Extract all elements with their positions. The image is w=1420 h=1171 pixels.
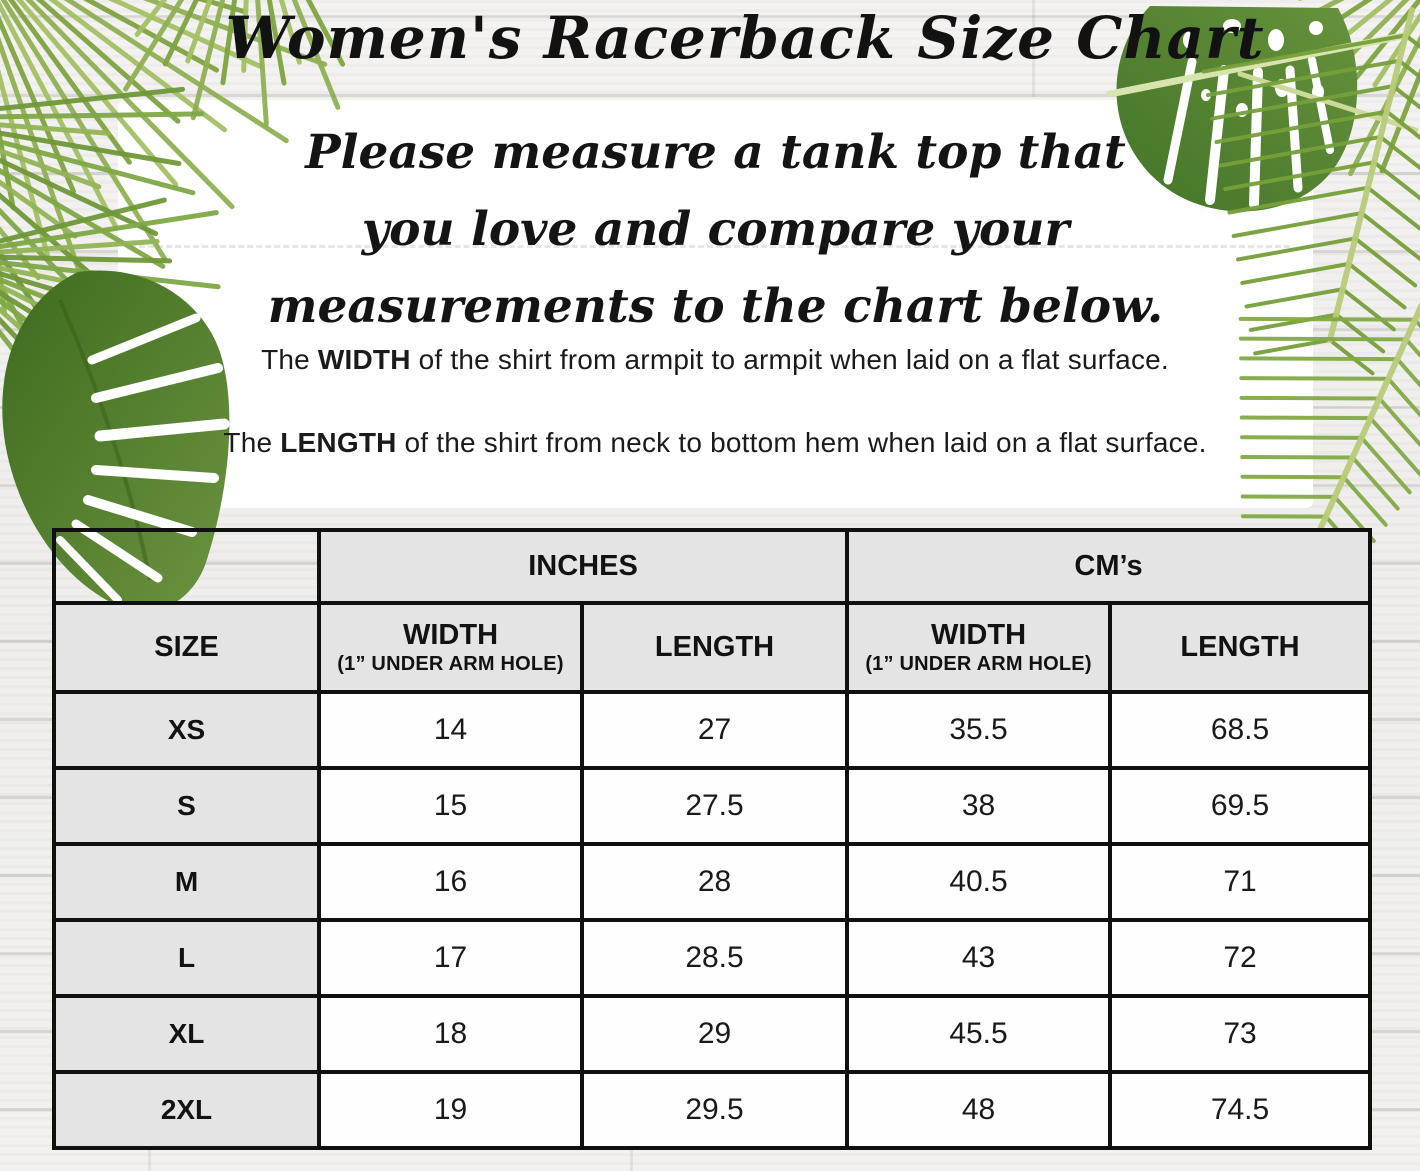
cm-width-value: 43 bbox=[845, 918, 1113, 998]
cm-width-value: 35.5 bbox=[845, 690, 1113, 770]
cm-length-value: 69.5 bbox=[1108, 766, 1373, 846]
table-row-l: L 17 28.5 43 72 bbox=[52, 918, 1373, 998]
cms-header: CM’s bbox=[845, 528, 1373, 605]
cm-width-value: 40.5 bbox=[845, 842, 1113, 922]
size-label: M bbox=[52, 842, 321, 922]
cm-length-value: 68.5 bbox=[1108, 690, 1373, 770]
instruction-suffix: of the shirt from neck to bottom hem whe… bbox=[396, 427, 1207, 458]
in-length-value: 29 bbox=[579, 994, 850, 1074]
in-width-value: 17 bbox=[317, 918, 584, 998]
in-length-value: 27.5 bbox=[579, 766, 850, 846]
cm-width-header: WIDTH (1” UNDER ARM HOLE) bbox=[845, 601, 1113, 694]
empty-corner-cell bbox=[52, 528, 321, 605]
instruction-suffix: of the shirt from armpit to armpit when … bbox=[410, 344, 1169, 375]
panel-seam-line bbox=[130, 245, 1290, 248]
width-sublabel: (1” UNDER ARM HOLE) bbox=[337, 653, 564, 675]
size-label: 2XL bbox=[52, 1070, 321, 1150]
column-header-row: SIZE WIDTH (1” UNDER ARM HOLE) LENGTH WI… bbox=[52, 601, 1373, 694]
in-length-value: 28.5 bbox=[579, 918, 850, 998]
cm-length-value: 71 bbox=[1108, 842, 1373, 922]
size-label: XS bbox=[52, 690, 321, 770]
cm-length-value: 73 bbox=[1108, 994, 1373, 1074]
cm-width-value: 38 bbox=[845, 766, 1113, 846]
in-width-value: 18 bbox=[317, 994, 584, 1074]
instruction-prefix: The bbox=[223, 427, 281, 458]
table-row-xl: XL 18 29 45.5 73 bbox=[52, 994, 1373, 1074]
inches-length-header: LENGTH bbox=[579, 601, 850, 694]
in-length-value: 28 bbox=[579, 842, 850, 922]
size-label: XL bbox=[52, 994, 321, 1074]
in-length-value: 27 bbox=[579, 690, 850, 770]
width-sublabel: (1” UNDER ARM HOLE) bbox=[865, 653, 1092, 675]
in-width-value: 14 bbox=[317, 690, 584, 770]
page-title: Women's Racerback Size Chart bbox=[225, 4, 1265, 72]
table-row-s: S 15 27.5 38 69.5 bbox=[52, 766, 1373, 846]
cm-length-value: 72 bbox=[1108, 918, 1373, 998]
in-width-value: 16 bbox=[317, 842, 584, 922]
size-table: INCHES CM’s SIZE WIDTH (1” UNDER ARM HOL… bbox=[52, 528, 1373, 1150]
size-label: S bbox=[52, 766, 321, 846]
length-instruction: The LENGTH of the shirt from neck to bot… bbox=[60, 427, 1370, 459]
wood-seam bbox=[1032, 0, 1035, 97]
width-instruction: The WIDTH of the shirt from armpit to ar… bbox=[60, 344, 1370, 376]
table-row-m: M 16 28 40.5 71 bbox=[52, 842, 1373, 922]
width-label: WIDTH bbox=[931, 619, 1027, 651]
instruction-prefix: The bbox=[261, 344, 318, 375]
in-length-value: 29.5 bbox=[579, 1070, 850, 1150]
cm-width-value: 45.5 bbox=[845, 994, 1113, 1074]
instruction-keyword: LENGTH bbox=[280, 427, 397, 458]
intro-text: Please measure a tank top that you love … bbox=[267, 125, 1164, 335]
cm-length-header: LENGTH bbox=[1108, 601, 1373, 694]
inches-header: INCHES bbox=[316, 528, 850, 605]
table-row-2xl: 2XL 19 29.5 48 74.5 bbox=[52, 1070, 1373, 1150]
inches-width-header: WIDTH (1” UNDER ARM HOLE) bbox=[317, 601, 584, 694]
unit-header-row: INCHES CM’s bbox=[52, 528, 1373, 605]
width-label: WIDTH bbox=[402, 619, 499, 651]
cm-width-value: 48 bbox=[845, 1070, 1113, 1150]
table-row-xs: XS 14 27 35.5 68.5 bbox=[52, 690, 1373, 770]
in-width-value: 15 bbox=[317, 766, 584, 846]
size-label: L bbox=[52, 918, 321, 998]
cm-length-value: 74.5 bbox=[1108, 1070, 1373, 1150]
text-panel bbox=[118, 100, 1313, 508]
in-width-value: 19 bbox=[317, 1070, 584, 1150]
instruction-keyword: WIDTH bbox=[317, 344, 411, 375]
size-column-header: SIZE bbox=[52, 601, 321, 694]
